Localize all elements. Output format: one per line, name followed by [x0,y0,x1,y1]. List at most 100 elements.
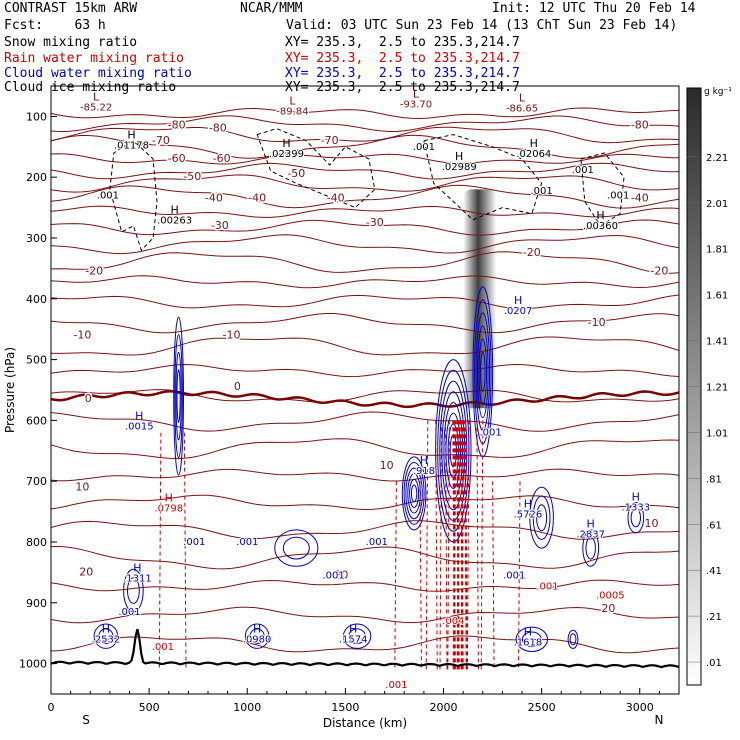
isotherm-label: -50 [183,170,201,183]
contour-annotation: .001 [152,642,174,653]
extremum-value: -93.70 [400,99,432,110]
extremum-value: .1333 [621,502,650,513]
extremum-value: .02399 [269,149,304,160]
extremum-mark: H [587,518,595,531]
extremum-value: .918 [413,466,435,477]
isotherm-line [51,162,679,180]
extremum-mark: H [420,454,428,467]
extremum-mark: H [165,492,173,505]
cloud-water-contour [567,629,579,649]
y-axis-tick-label: 300 [26,232,47,245]
contour-annotation: .001 [530,186,552,197]
legend-rain-xy: XY= 235.3, 2.5 to 235.3,214.7 [285,51,520,66]
legend-snow-label: Snow mixing ratio [4,35,138,50]
extremum-mark: H [530,137,538,150]
cloud-water-contour [244,623,270,649]
rain-contour [435,420,438,670]
extremum-value: .01178 [114,141,149,152]
y-axis-tick-label: 700 [26,475,47,488]
snow-contour [109,140,158,252]
extremum-value: -89.84 [276,107,308,118]
isotherm-label: 20 [334,569,348,582]
isotherm-label: -80 [168,119,186,132]
isotherm-label: -30 [366,216,384,229]
legend-cloud-water-xy: XY= 235.3, 2.5 to 235.3,214.7 [285,66,520,81]
cloud-water-contour [478,338,488,405]
isotherm-line [51,251,679,274]
extremum-value: .2532 [92,634,121,645]
colorbar-label: .61 [706,520,722,531]
y-axis-tick-label: 500 [26,354,47,367]
y-axis-tick-label: 900 [26,597,47,610]
y-axis-tick-label: 800 [26,536,47,549]
isotherm-label: -30 [211,219,229,232]
colorbar-label: 1.41 [706,337,728,348]
colorbar-label: 1.81 [706,245,728,256]
contour-annotation: .001 [385,680,407,691]
isotherm-line [51,275,679,289]
cloud-water-contour [410,484,418,503]
x-axis-tick-label: 1500 [331,701,359,714]
isotherm-line [51,126,679,144]
isotherm-line [51,438,679,460]
colorbar-label: 1.01 [706,428,728,439]
isotherm-label: -70 [152,134,170,147]
isotherm-line [51,363,679,378]
extremum-value: -85.22 [80,102,112,113]
cloud-water-contour [123,568,144,613]
extremum-value: .0015 [125,422,154,433]
extremum-mark: H [514,294,522,307]
isotherm-line [51,579,679,592]
isotherm-label: -10 [223,328,241,341]
isotherm-line [51,153,679,165]
colorbar-label: 1.21 [706,383,728,394]
extremum-mark: L [93,90,100,103]
extremum-value: .5726 [514,510,543,521]
extremum-mark: H [524,625,532,638]
rain-contour [466,420,470,670]
x-axis-north-label: N [655,713,664,727]
x-axis-tick-label: 1000 [233,701,261,714]
isotherm-label: -40 [248,192,266,205]
legend-rain-label: Rain water mixing ratio [4,51,185,66]
isotherm-line [51,389,679,403]
x-axis-tick-label: 0 [48,701,55,714]
contour-annotation: .001 [236,537,258,548]
extremum-mark: H [127,129,135,142]
extremum-mark: H [253,622,261,635]
y-axis-tick-label: 1000 [19,658,47,671]
extremum-value: .1311 [123,574,152,585]
cloud-water-contour [627,502,645,534]
cloud-water-contour [403,462,425,525]
cloud-water-contour [515,626,548,652]
isotherm-label: 10 [380,459,394,472]
extremum-mark: H [170,203,178,216]
y-axis-tick-label: 600 [26,414,47,427]
x-axis-label: Distance (km) [323,716,407,730]
cloud-water-contour [401,456,427,531]
contour-annotation: .001 [413,142,435,153]
colorbar-label: .81 [706,474,722,485]
rain-contour [419,481,422,670]
contour-annotation: .004 [442,616,464,627]
rain-contour [183,432,187,670]
x-axis-tick-label: 3000 [626,701,654,714]
isotherm-line [51,520,679,540]
cloud-water-contour [480,351,486,392]
cloud-water-contour [98,628,114,645]
extremum-value: .0798 [154,504,183,515]
cloud-water-contour [174,334,183,459]
x-axis-tick-label: 500 [139,701,160,714]
init-time: Init: 12 UTC Thu 20 Feb 14 [492,1,696,16]
extremum-value: .00360 [583,221,618,232]
isotherm-label: -80 [209,122,227,135]
extremum-mark: H [632,490,640,503]
rain-contour [394,481,397,670]
extremum-mark: L [519,92,526,105]
x-axis-tick-label: 2500 [528,701,556,714]
isotherm-line [51,234,679,255]
extremum-value: .1574 [339,634,368,645]
colorbar-label: .21 [706,612,722,623]
isotherm-line [51,411,679,432]
plot-area: -80 -80 -80 -70 -70 -60 -60 -50 -50 -40 -40 -40 -40 -… [51,87,679,692]
